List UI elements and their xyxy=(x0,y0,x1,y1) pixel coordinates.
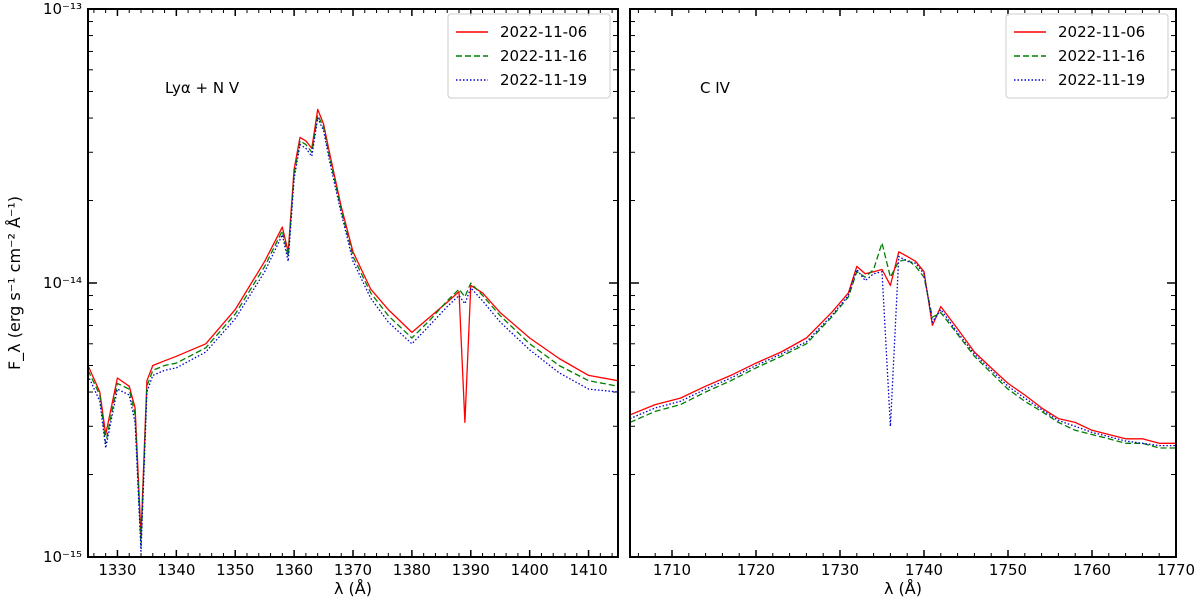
series-line-2022-11-16 xyxy=(630,242,1176,449)
x-tick-label: 1350 xyxy=(216,561,254,579)
series-line-2022-11-16 xyxy=(88,114,618,547)
x-tick-label: 1760 xyxy=(1073,561,1111,579)
x-tick-label: 1360 xyxy=(275,561,313,579)
series-line-2022-11-06 xyxy=(88,108,618,536)
legend-civ: 2022-11-06 2022-11-16 2022-11-19 xyxy=(1005,13,1169,99)
x-tick-label: 1400 xyxy=(511,561,549,579)
y-tick-label: 10⁻¹³ xyxy=(43,0,82,18)
legend-box xyxy=(447,13,611,99)
series-group-civ xyxy=(630,242,1176,449)
x-tick-label: 1740 xyxy=(905,561,943,579)
x-axis-label-lya-nv: λ (Å) xyxy=(334,579,372,598)
x-tick-label: 1410 xyxy=(569,561,607,579)
legend-entry: 2022-11-16 xyxy=(500,47,587,65)
x-tick-label: 1390 xyxy=(452,561,490,579)
x-tick-label: 1720 xyxy=(737,561,775,579)
legend-entry: 2022-11-06 xyxy=(1058,23,1145,41)
legend-entry: 2022-11-06 xyxy=(500,23,587,41)
x-tick-label: 1380 xyxy=(393,561,431,579)
legend-entry: 2022-11-16 xyxy=(1058,47,1145,65)
panel-civ: 1710 1720 1730 1740 1750 1760 1770 C IV λ (Å) … xyxy=(629,8,1195,598)
panel-lya-nv: 1330 1340 1350 1360 1370 1380 1390 1400 1410 10⁻¹… xyxy=(5,0,619,598)
x-tick-label: 1750 xyxy=(989,561,1027,579)
series-group-lya-nv xyxy=(88,108,618,552)
legend-lya-nv: 2022-11-06 2022-11-16 2022-11-19 xyxy=(447,13,611,99)
annotation-civ: C IV xyxy=(700,79,731,97)
annotation-lya-nv: Lyα + N V xyxy=(165,79,240,97)
x-tick-label: 1710 xyxy=(653,561,691,579)
y-axis-label: F_λ (erg s⁻¹ cm⁻² Å⁻¹) xyxy=(5,196,25,370)
y-tick-label: 10⁻¹⁴ xyxy=(43,274,82,292)
axis-ticks-lya-nv: 1330 1340 1350 1360 1370 1380 1390 1400 1410 10⁻¹… xyxy=(43,0,618,579)
axis-ticks-civ: 1710 1720 1730 1740 1750 1760 1770 xyxy=(630,8,1195,579)
series-line-2022-11-19 xyxy=(630,255,1176,447)
x-tick-label: 1370 xyxy=(334,561,372,579)
x-tick-label: 1730 xyxy=(821,561,859,579)
series-line-2022-11-06 xyxy=(630,251,1176,444)
plot-frame-civ xyxy=(629,8,1177,558)
legend-entry: 2022-11-19 xyxy=(1058,71,1145,89)
y-tick-label: 10⁻¹⁵ xyxy=(43,548,82,566)
plot-frame-lya-nv xyxy=(87,8,619,558)
legend-entry: 2022-11-19 xyxy=(500,71,587,89)
x-tick-label: 1330 xyxy=(98,561,136,579)
x-tick-label: 1770 xyxy=(1157,561,1195,579)
legend-box xyxy=(1005,13,1169,99)
series-line-2022-11-19 xyxy=(88,117,618,552)
x-tick-label: 1340 xyxy=(157,561,195,579)
x-axis-label-civ: λ (Å) xyxy=(884,579,922,598)
